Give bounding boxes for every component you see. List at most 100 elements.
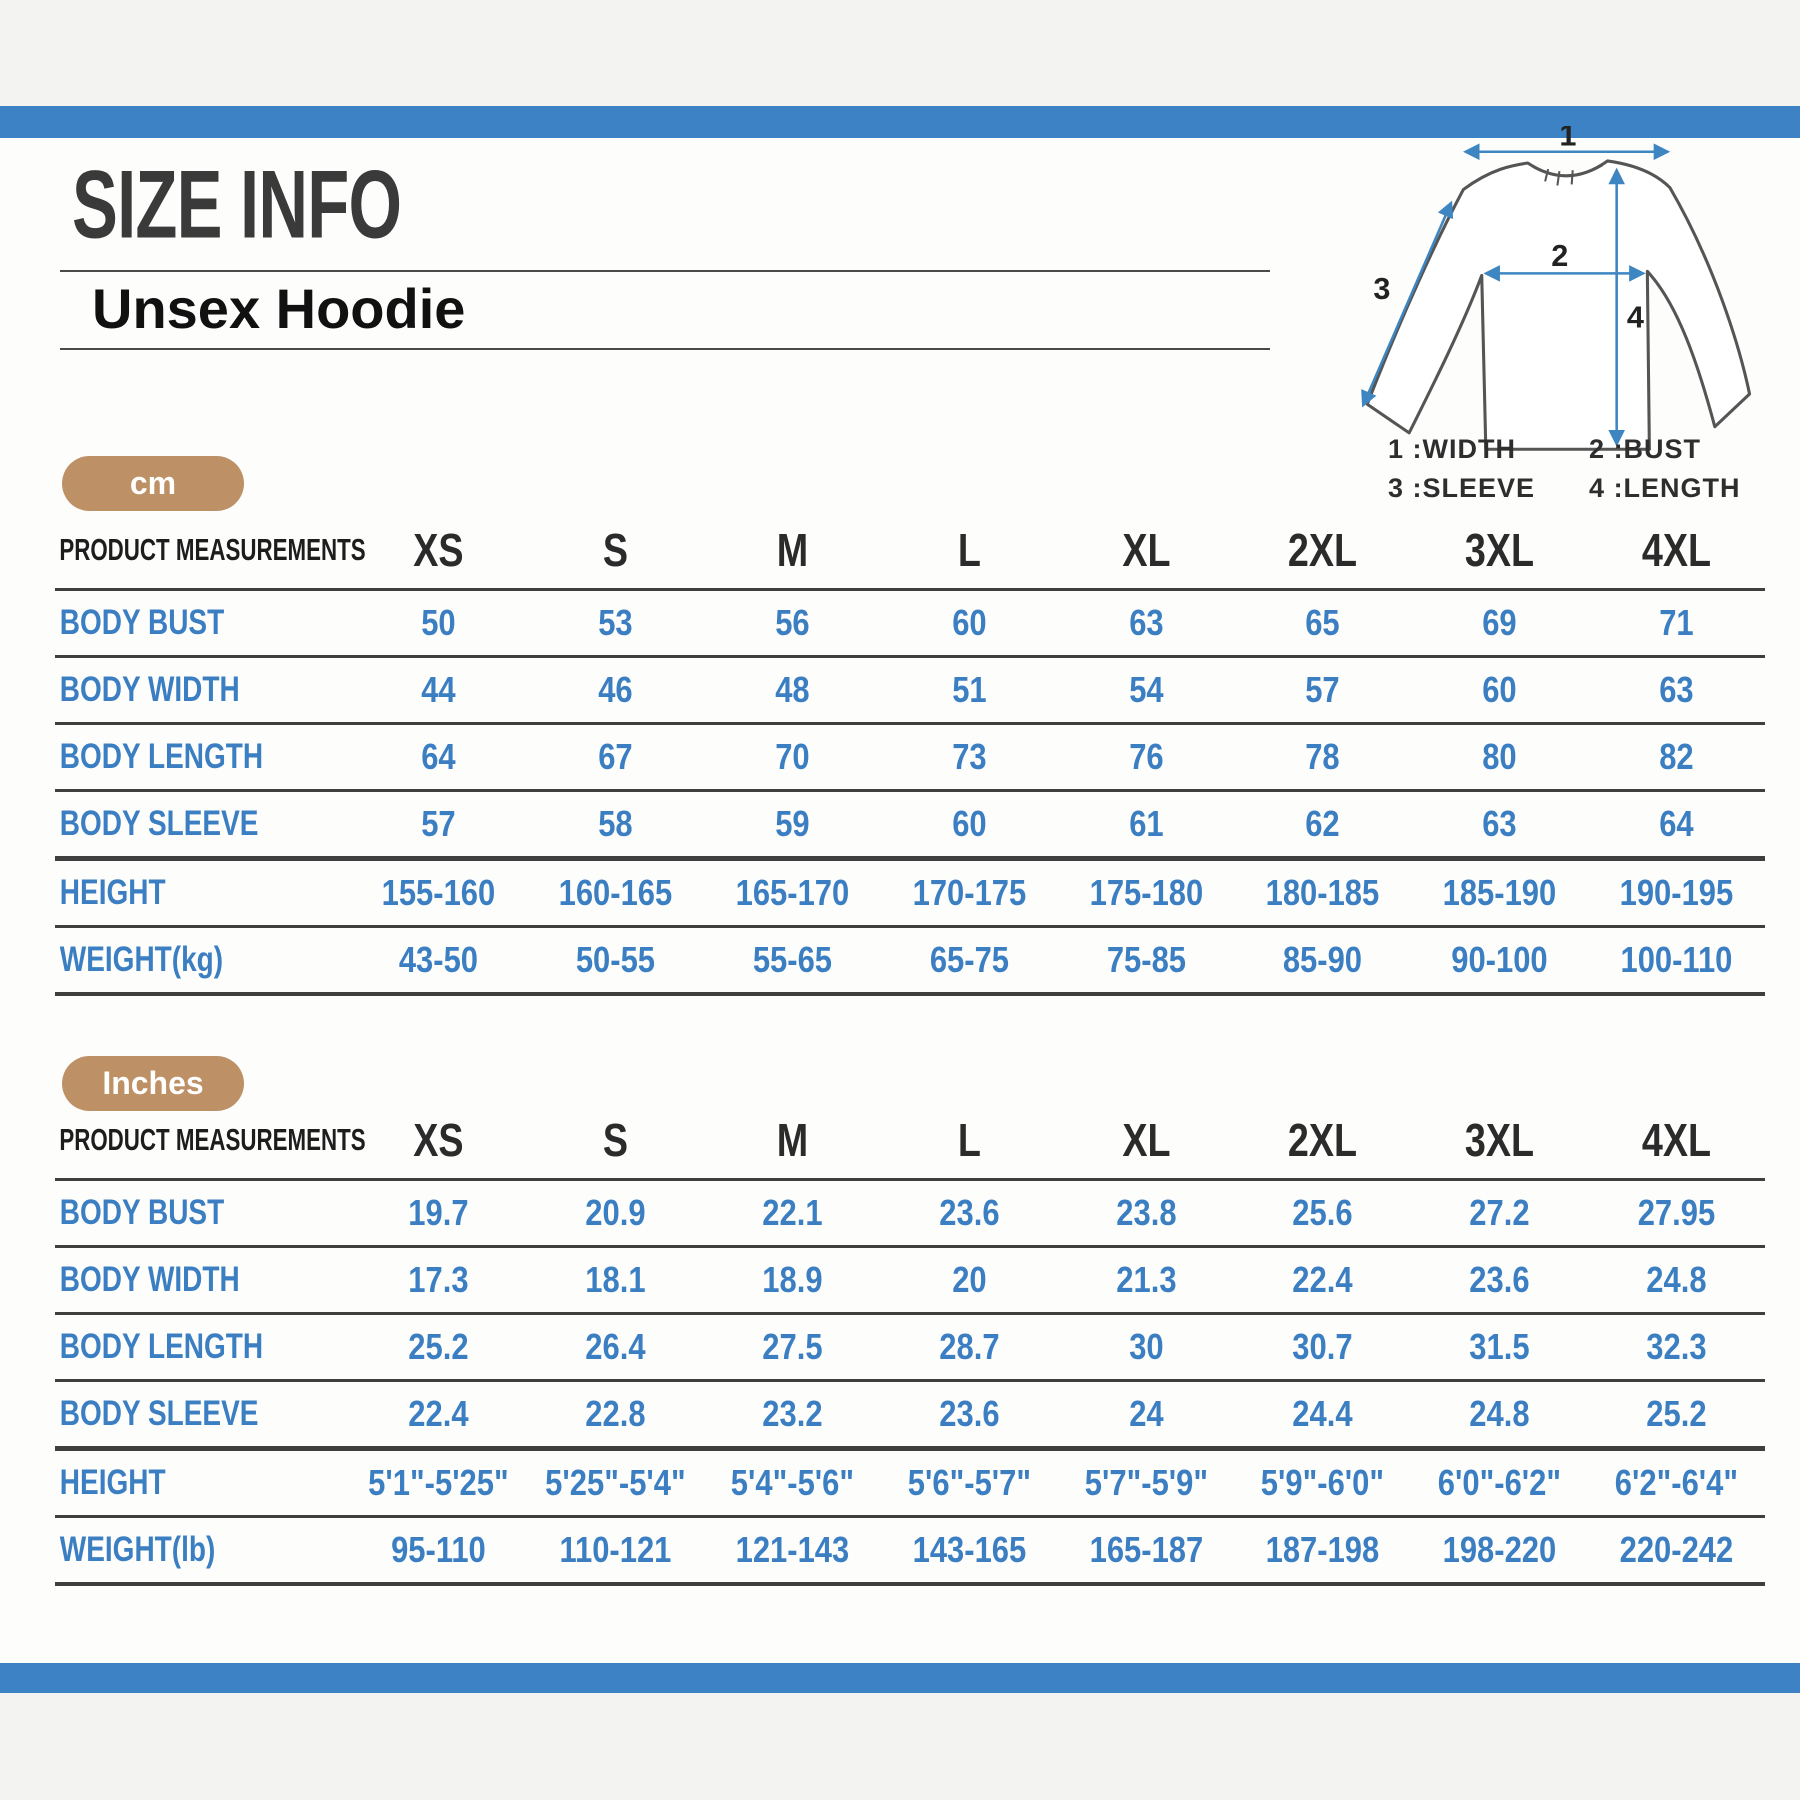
size-value-cell: 20 xyxy=(951,1259,987,1300)
size-value-cell: 57 xyxy=(421,803,456,844)
size-value-cell: 57 xyxy=(1305,669,1341,710)
size-value-cell: 175-180 xyxy=(1089,872,1203,913)
size-value-cell: 56 xyxy=(774,602,810,643)
row-label: BODY WIDTH xyxy=(59,670,240,709)
size-value-cell: 63 xyxy=(1659,669,1694,710)
size-value-cell: 58 xyxy=(598,803,633,844)
size-value-cell: 62 xyxy=(1305,803,1341,844)
size-value-cell: 23.6 xyxy=(1469,1259,1530,1300)
size-value-cell: 90-100 xyxy=(1451,939,1548,980)
size-value-cell: 187-198 xyxy=(1265,1529,1380,1570)
row-label: BODY LENGTH xyxy=(59,1327,264,1366)
row-label: BODY BUST xyxy=(59,603,225,642)
hoodie-outline xyxy=(1365,159,1752,451)
size-value-cell: 31.5 xyxy=(1469,1326,1530,1367)
size-value-cell: 61 xyxy=(1128,803,1164,844)
size-value-cell: 32.3 xyxy=(1646,1326,1707,1367)
size-value-cell: 70 xyxy=(774,736,810,777)
size-value-cell: 60 xyxy=(1482,669,1517,710)
size-value-cell: 43-50 xyxy=(398,939,479,980)
cm-size-table: PRODUCT MEASUREMENTS XS S M L XL 2XL 3XL 4XL BOD… xyxy=(55,512,1765,996)
size-value-cell: 78 xyxy=(1305,736,1341,777)
size-value-cell: 143-165 xyxy=(912,1529,1026,1570)
size-value-cell: 59 xyxy=(774,803,810,844)
size-column-header: 4XL xyxy=(1641,524,1712,576)
size-column-header: 2XL xyxy=(1288,524,1358,576)
size-value-cell: 30.7 xyxy=(1292,1326,1353,1367)
inches-size-table: PRODUCT MEASUREMENTS XS S M L XL 2XL 3XL 4XL BOD… xyxy=(55,1102,1765,1586)
size-value-cell: 155-160 xyxy=(381,872,496,913)
table-row: BODY BUST 19.7 20.9 22.1 23.6 23.8 25.6 27.2 27.… xyxy=(55,1181,1765,1248)
diagram-number-4: 4 xyxy=(1627,301,1644,335)
collar-rib xyxy=(1533,163,1604,178)
size-value-cell: 60 xyxy=(951,803,987,844)
size-value-cell: 53 xyxy=(598,602,633,643)
size-value-cell: 55-65 xyxy=(752,939,832,980)
size-value-cell: 28.7 xyxy=(938,1326,1000,1367)
size-value-cell: 21.3 xyxy=(1115,1259,1177,1300)
diagram-number-1: 1 xyxy=(1559,126,1576,153)
size-value-cell: 65 xyxy=(1305,602,1341,643)
size-column-header: 3XL xyxy=(1465,524,1535,576)
size-column-header: S xyxy=(602,524,628,576)
size-column-header: M xyxy=(776,1114,808,1166)
size-value-cell: 22.1 xyxy=(762,1192,823,1233)
legend-width: 1 :WIDTH xyxy=(1388,434,1516,464)
size-column-header: XS xyxy=(413,1114,464,1166)
size-column-header: XS xyxy=(413,524,464,576)
table-row: HEIGHT 155-160 160-165 165-170 170-175 175-18… xyxy=(55,861,1765,928)
legend-bust: 2 :BUST xyxy=(1589,434,1702,464)
row-label: HEIGHT xyxy=(59,1463,166,1502)
size-value-cell: 75-85 xyxy=(1106,939,1186,980)
diagram-legend: 1 :WIDTH 2 :BUST 3 :SLEEVE 4 :LENGTH xyxy=(1388,434,1741,504)
size-value-cell: 24 xyxy=(1128,1393,1164,1434)
table-header-row: PRODUCT MEASUREMENTS XS S M L XL 2XL 3XL 4XL xyxy=(55,512,1765,591)
diagram-number-3: 3 xyxy=(1373,272,1390,306)
size-value-cell: 24.8 xyxy=(1469,1393,1530,1434)
table-row: BODY WIDTH 17.3 18.1 18.9 20 21.3 22.4 23.6 24.8 xyxy=(55,1248,1765,1315)
size-value-cell: 69 xyxy=(1482,602,1517,643)
size-value-cell: 95-110 xyxy=(391,1529,486,1570)
unit-badge-cm: cm xyxy=(62,456,244,511)
size-value-cell: 80 xyxy=(1482,736,1517,777)
size-value-cell: 5'7"-5'9" xyxy=(1084,1462,1208,1503)
size-value-cell: 100-110 xyxy=(1620,939,1733,980)
size-value-cell: 27.2 xyxy=(1469,1192,1530,1233)
table-header-row: PRODUCT MEASUREMENTS XS S M L XL 2XL 3XL 4XL xyxy=(55,1102,1765,1181)
diagram-number-2: 2 xyxy=(1551,239,1568,273)
size-value-cell: 220-242 xyxy=(1619,1529,1734,1570)
size-value-cell: 64 xyxy=(1659,803,1694,844)
measurements-header: PRODUCT MEASUREMENTS xyxy=(59,1122,366,1157)
divider-line xyxy=(60,270,1270,272)
size-value-cell: 76 xyxy=(1128,736,1164,777)
size-value-cell: 185-190 xyxy=(1442,872,1557,913)
size-value-cell: 160-165 xyxy=(558,872,673,913)
size-column-header: XL xyxy=(1121,1114,1171,1166)
size-value-cell: 22.8 xyxy=(585,1393,646,1434)
size-value-cell: 48 xyxy=(774,669,810,710)
size-value-cell: 5'9"-6'0" xyxy=(1261,1462,1385,1503)
size-value-cell: 110-121 xyxy=(559,1529,672,1570)
size-value-cell: 27.5 xyxy=(762,1326,823,1367)
size-value-cell: 23.2 xyxy=(762,1393,823,1434)
size-value-cell: 65-75 xyxy=(929,939,1009,980)
row-label: BODY WIDTH xyxy=(59,1260,240,1299)
size-info-sheet: SIZE INFO Unsex Hoodie 1 2 3 4 1 :WIDTH … xyxy=(0,126,1800,1663)
size-value-cell: 46 xyxy=(598,669,633,710)
size-value-cell: 85-90 xyxy=(1283,939,1363,980)
row-label: BODY BUST xyxy=(59,1193,225,1232)
size-value-cell: 26.4 xyxy=(585,1326,646,1367)
size-value-cell: 67 xyxy=(598,736,633,777)
size-value-cell: 23.8 xyxy=(1115,1192,1177,1233)
size-column-header: M xyxy=(776,524,808,576)
size-value-cell: 50 xyxy=(421,602,456,643)
size-value-cell: 51 xyxy=(951,669,987,710)
size-value-cell: 25.2 xyxy=(1646,1393,1707,1434)
collar-tick xyxy=(1544,168,1574,186)
size-value-cell: 27.95 xyxy=(1637,1192,1716,1233)
legend-length: 4 :LENGTH xyxy=(1589,473,1741,503)
size-value-cell: 5'4"-5'6" xyxy=(730,1462,854,1503)
size-column-header: XL xyxy=(1121,524,1171,576)
table-row: HEIGHT 5'1"-5'25" 5'25"-5'4" 5'4"-5'6" 5'6"-… xyxy=(55,1451,1765,1518)
table-row: BODY LENGTH 25.2 26.4 27.5 28.7 30 30.7 31.5 32.… xyxy=(55,1315,1765,1382)
